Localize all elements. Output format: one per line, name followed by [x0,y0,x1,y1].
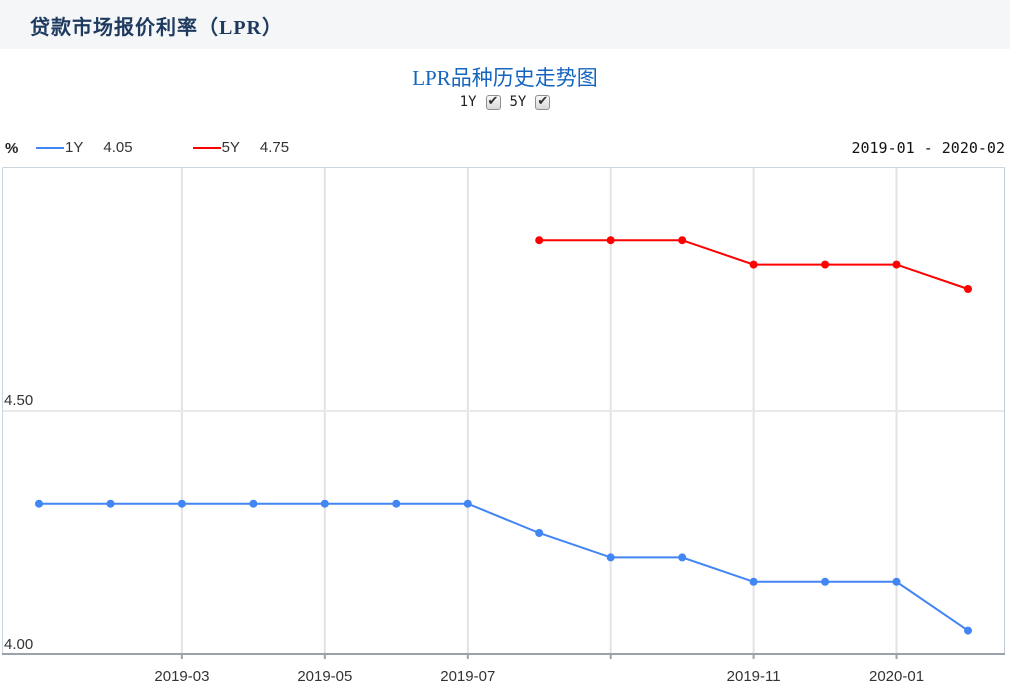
checkbox-5y[interactable]: ✔ [535,93,551,110]
chart-title: LPR品种历史走势图 [412,66,598,90]
x-axis-tick-label: 2020-01 [869,668,925,685]
checkbox-label-5y: 5Y [509,94,527,110]
checkmark-icon: ✔ [537,93,549,109]
x-axis-tick-label: 2019-05 [297,668,353,685]
legend-item-1y[interactable]: 1Y 4.05 [36,139,133,156]
x-axis-tick-label: 2019-03 [154,668,210,685]
legend: 1Y 4.05 5Y 4.75 [36,139,289,156]
y-axis-tick-label: 4.50 [4,392,34,409]
legend-name-5y: 5Y [221,139,240,156]
x-axis-tick-label: 2019-07 [440,668,496,685]
legend-row: % 1Y 4.05 5Y 4.75 2019-01 - 2020-02 [0,139,1010,161]
legend-value-1y: 4.05 [103,139,133,156]
chart-canvas [2,167,1005,659]
y-axis-unit-label: % [5,140,19,157]
checkmark-icon: ✔ [487,93,499,109]
legend-line-marker-1y [36,146,64,149]
legend-value-5y: 4.75 [259,139,290,156]
checkbox-1y[interactable]: ✔ [485,93,501,110]
series-toggle-controls: 1Y ✔ 5Y ✔ [0,92,1010,112]
x-axis-tick-label: 2019-11 [726,668,781,685]
page-header: 贷款市场报价利率（LPR） [0,0,1010,49]
date-range-label: 2019-01 - 2020-02 [851,139,1005,157]
page-title: 贷款市场报价利率（LPR） [30,17,283,39]
legend-item-5y[interactable]: 5Y 4.75 [192,139,290,156]
y-axis-tick-label: 4.00 [4,636,34,653]
checkbox-label-1y: 1Y [459,94,477,110]
legend-line-marker-5y [192,146,221,149]
legend-name-1y: 1Y [65,139,84,156]
line-chart-plot-area[interactable]: 4.50 4.00 2019-03 2019-05 2019-07 2019-11 2020… [2,167,1005,685]
